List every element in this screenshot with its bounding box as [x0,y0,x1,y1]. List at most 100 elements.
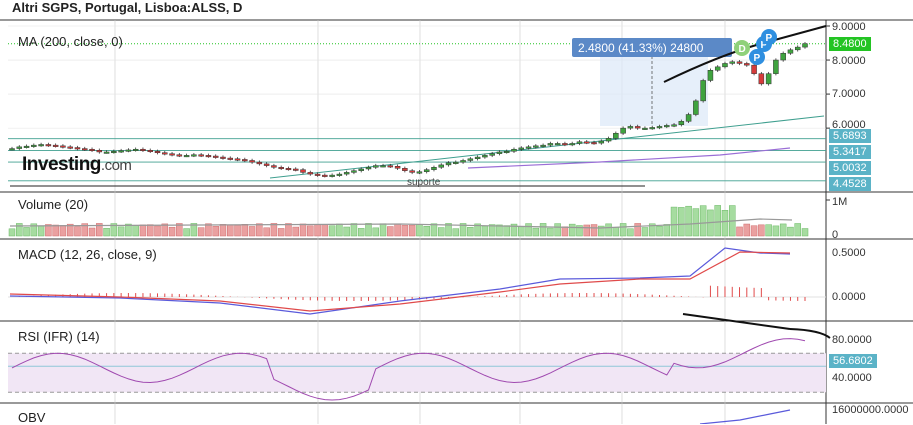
volume-bar [205,223,212,237]
level-badge-1: 5.3417 [829,145,871,159]
volume-bar [801,228,809,237]
candle-body [613,132,619,139]
volume-bar [176,223,183,237]
volume-bar [772,225,780,237]
candle-body [205,155,212,158]
volume-bar [423,226,430,237]
candle-body [373,165,379,168]
candle-body [751,64,757,74]
candle-body [453,161,459,164]
volume-bar [641,227,649,237]
volume-bar [59,225,67,237]
volume-bar [699,205,707,237]
candle-body [780,52,786,61]
volume-bar [518,226,525,237]
volume-bar [648,223,656,237]
volume-bar [139,224,147,237]
volume-bar [743,223,751,237]
volume-bar [197,227,205,237]
candle-body [685,114,692,122]
candle-body [154,151,161,154]
ma-200-line [467,147,791,169]
logo-text: Investing [22,154,101,175]
candle-body [132,148,139,151]
volume-bar [277,228,285,237]
obv-tick-0: 16000000.0000 [832,404,909,416]
candle-body [511,148,517,152]
candle-body [445,162,452,166]
candle-body [256,161,263,165]
candle-body [489,153,495,156]
macd-panel-label: MACD (12, 26, close, 9) [18,247,157,262]
volume-bar [605,223,612,237]
volume-bar [146,224,154,237]
candle-body [402,168,408,171]
candle-body [525,146,532,149]
volume-tick-1: 0 [832,229,839,241]
volume-bar [459,223,467,237]
level-badge-3: 4.4528 [829,177,871,191]
price-tick-3: 6.0000 [832,119,866,131]
volume-bar [16,223,23,237]
volume-bar [619,223,627,237]
candle-body [16,146,23,149]
candle-body [96,150,103,153]
candle-body [460,160,466,163]
candle-body [794,46,801,51]
volume-average-line [9,218,793,229]
volume-bar [299,223,307,237]
volume-bar [219,224,227,237]
volume-bar [452,228,460,237]
rsi-divergence-tail [789,328,831,339]
candle-body [773,59,779,74]
candle-body [358,168,364,171]
volume-bar [583,224,590,237]
candle-body [649,127,655,130]
volume-bar [321,224,329,237]
volume-bar [467,227,474,237]
rsi-last-badge: 56.6802 [829,354,877,368]
candle-body [125,149,132,152]
volume-bar [110,223,118,237]
volume-bar [37,225,45,237]
candle-body [474,156,481,160]
candle-body [227,157,234,160]
volume-bar [96,223,103,237]
volume-bar [714,205,721,237]
volume-bar [496,224,503,237]
candle-body [365,167,372,170]
volume-bar [292,226,299,237]
candle-body [307,172,314,175]
candle-body [482,155,488,158]
candle-body [314,173,321,176]
rsi-panel-label: RSI (IFR) (14) [18,329,100,344]
candle-body [634,126,641,129]
volume-bar [525,223,532,237]
candle-body [118,150,124,153]
volume-bar [350,223,358,237]
candle-body [693,100,699,115]
volume-bar [387,226,394,237]
volume-bar [627,228,634,237]
volume-bar [336,223,343,237]
volume-bar [343,226,350,237]
volume-bar [547,227,554,237]
event-marker-label-0: D [739,44,746,55]
candle-body [111,151,117,154]
price-tick-0: 9.0000 [832,21,866,33]
macd-tick-0: 0.5000 [832,247,866,259]
candle-body [147,150,153,153]
volume-bar [692,208,700,237]
event-marker-0 [734,40,750,56]
candle-body [707,70,714,81]
candle-body [620,127,626,134]
volume-bar [314,224,321,237]
measure-range-rect [600,54,708,126]
support-label: suporte [407,177,441,188]
volume-bar [590,224,598,237]
volume-bar [445,223,452,237]
volume-bar [372,227,380,237]
macd-signal-line [9,251,791,312]
level-badge-0: 5.6893 [829,129,871,143]
